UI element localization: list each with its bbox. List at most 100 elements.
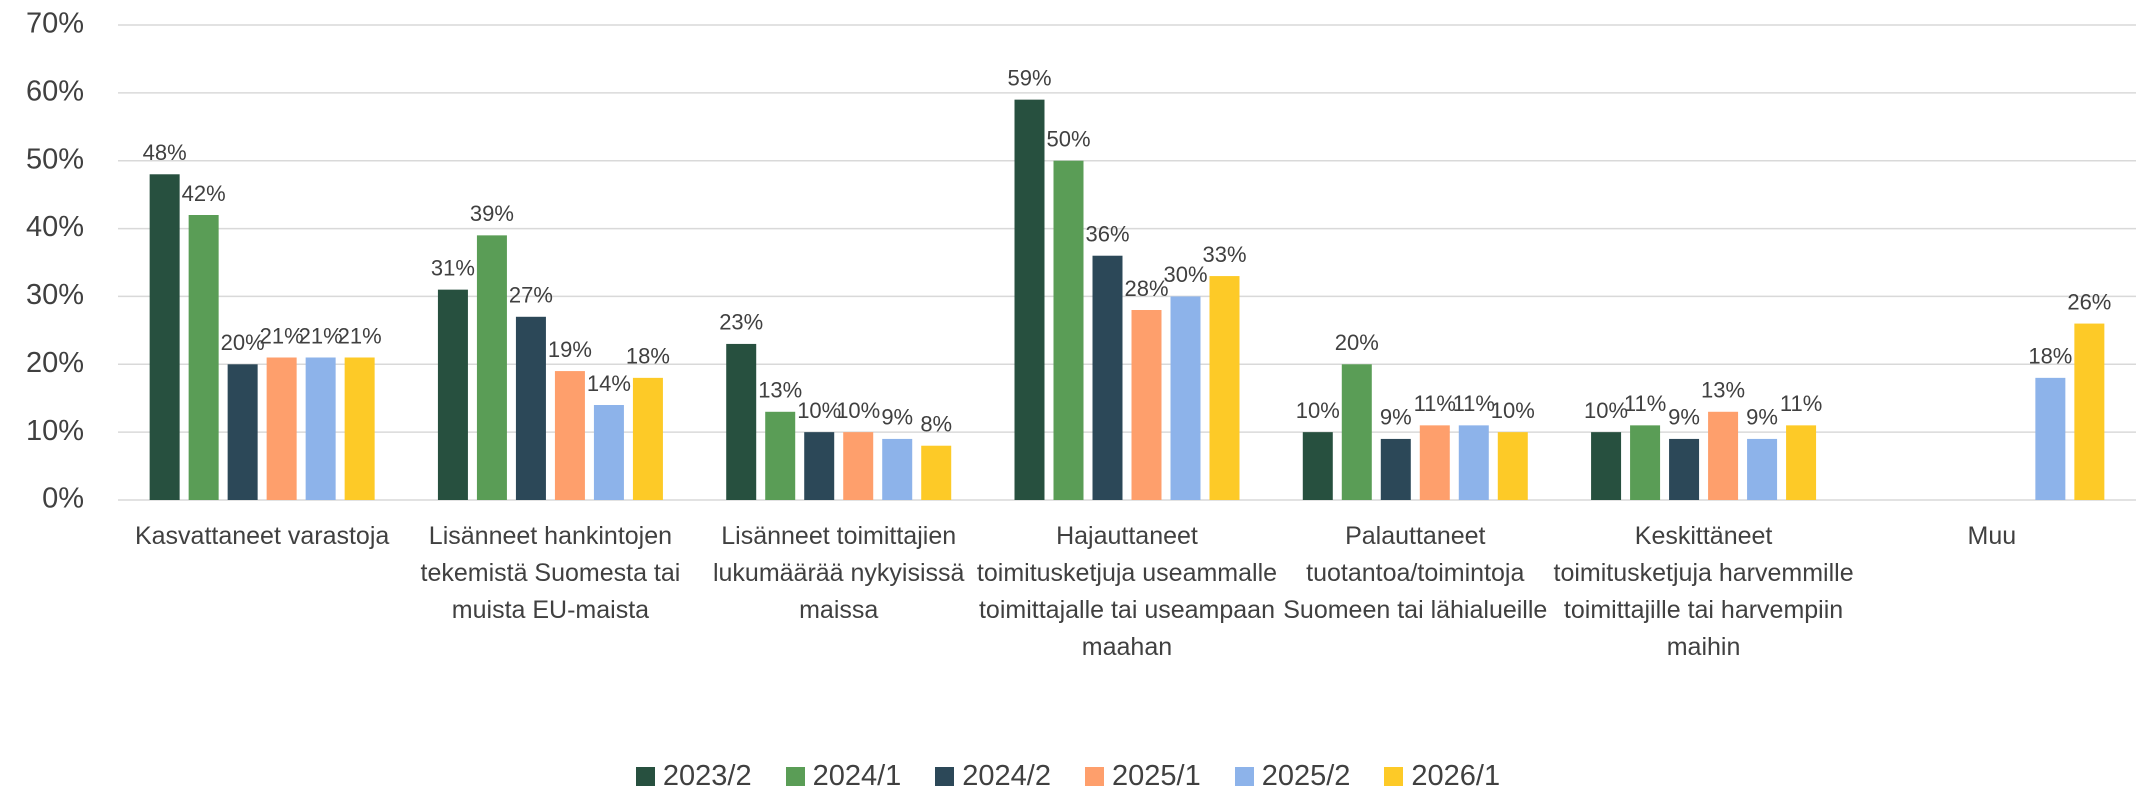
bar xyxy=(1630,425,1661,500)
value-label: 11% xyxy=(1624,391,1666,416)
value-label: 18% xyxy=(626,344,670,369)
x-tick-label: Palauttaneet tuotantoa/toimintoja Suomee… xyxy=(1283,522,1548,624)
bar xyxy=(437,289,468,500)
y-tick-label: 50% xyxy=(26,143,84,175)
value-label: 21% xyxy=(299,323,343,348)
bar xyxy=(1747,438,1778,500)
value-label: 21% xyxy=(338,323,382,348)
bar xyxy=(1053,160,1084,500)
y-tick-label: 0% xyxy=(42,483,84,515)
y-tick-label: 60% xyxy=(26,76,84,108)
legend-label: 2025/1 xyxy=(1112,760,1201,792)
legend-item: 2024/2 xyxy=(935,760,1051,793)
legend-label: 2023/2 xyxy=(662,760,752,792)
bar xyxy=(227,364,258,500)
bar xyxy=(1209,276,1240,500)
value-label: 9% xyxy=(1380,405,1412,430)
value-label: 39% xyxy=(470,201,514,226)
value-label: 27% xyxy=(509,283,553,308)
bar xyxy=(476,235,507,500)
value-label: 31% xyxy=(431,255,475,280)
value-label: 13% xyxy=(758,378,802,403)
value-label: 10% xyxy=(836,398,880,423)
bar xyxy=(305,357,336,500)
value-label: 21% xyxy=(260,323,304,348)
legend-item: 2023/2 xyxy=(635,760,752,793)
value-label: 9% xyxy=(1668,405,1700,430)
value-label: 9% xyxy=(881,405,913,430)
value-label: 10% xyxy=(1296,398,1340,423)
legend-swatch xyxy=(1085,767,1104,786)
bar xyxy=(1419,425,1450,500)
bar xyxy=(1014,99,1045,501)
value-label: 20% xyxy=(221,330,265,355)
y-tick-label: 40% xyxy=(26,211,84,243)
value-label: 30% xyxy=(1163,262,1207,287)
bar xyxy=(1591,432,1622,500)
bar xyxy=(765,411,796,500)
bar xyxy=(149,174,180,501)
bar xyxy=(1497,432,1528,500)
legend-swatch xyxy=(1384,767,1404,786)
bar xyxy=(921,445,952,500)
x-tick-label: Keskittäneet toimitusketjuja harvemmille… xyxy=(1553,522,1854,661)
bar xyxy=(1669,438,1700,500)
y-tick-label: 10% xyxy=(26,415,84,447)
bar xyxy=(1380,438,1411,500)
bar xyxy=(632,377,663,500)
value-label: 11% xyxy=(1453,391,1495,416)
bar xyxy=(515,316,546,500)
x-tick-label: Kasvattaneet varastoja xyxy=(134,522,390,550)
bar xyxy=(882,438,913,500)
legend-item: 2025/1 xyxy=(1085,760,1201,793)
value-label: 10% xyxy=(797,398,841,423)
value-label: 36% xyxy=(1085,222,1129,247)
value-label: 48% xyxy=(143,140,187,165)
bar xyxy=(1302,432,1333,500)
legend: 2023/2 2024/1 2024/2 2025/1 2025/2 2026/1 xyxy=(0,760,2136,793)
x-tick-label: Lisänneet toimittajien lukumäärää nykyis… xyxy=(712,522,965,624)
bar xyxy=(843,432,874,500)
y-tick-label: 20% xyxy=(26,347,84,379)
bar xyxy=(188,215,219,500)
value-label: 11% xyxy=(1414,391,1456,416)
x-tick-label: Hajauttaneet toimitusketjuja useammalle … xyxy=(976,522,1278,661)
bar xyxy=(593,405,624,500)
value-label: 14% xyxy=(587,371,631,396)
bar xyxy=(804,432,835,500)
bar xyxy=(726,343,757,500)
legend-swatch xyxy=(785,767,805,786)
x-tick-label: Muu xyxy=(1967,522,2017,550)
bar xyxy=(1131,310,1162,500)
value-label: 19% xyxy=(548,337,592,362)
y-tick-label: 70% xyxy=(26,8,84,40)
bar xyxy=(554,371,585,500)
value-label: 33% xyxy=(1202,242,1246,267)
value-label: 9% xyxy=(1746,405,1778,430)
bar xyxy=(344,357,375,500)
bar xyxy=(1708,411,1739,500)
legend-swatch xyxy=(635,767,655,786)
value-label: 10% xyxy=(1584,398,1628,423)
legend-swatch xyxy=(1234,767,1254,786)
bar xyxy=(266,357,297,500)
y-tick-label: 30% xyxy=(26,279,84,311)
legend-label: 2025/2 xyxy=(1261,760,1351,792)
value-label: 23% xyxy=(719,310,763,335)
bar xyxy=(1092,255,1123,500)
value-label: 26% xyxy=(2067,289,2111,314)
legend-label: 2024/2 xyxy=(962,760,1051,792)
bar xyxy=(1341,364,1372,500)
bar xyxy=(2035,377,2066,500)
value-label: 13% xyxy=(1701,378,1745,403)
bar xyxy=(1458,425,1489,500)
value-label: 20% xyxy=(1335,330,1379,355)
value-label: 42% xyxy=(182,181,226,206)
value-label: 28% xyxy=(1124,276,1168,301)
value-label: 10% xyxy=(1491,398,1535,423)
legend-label: 2024/1 xyxy=(812,760,902,792)
legend-item: 2024/1 xyxy=(785,760,902,793)
value-label: 11% xyxy=(1780,391,1822,416)
